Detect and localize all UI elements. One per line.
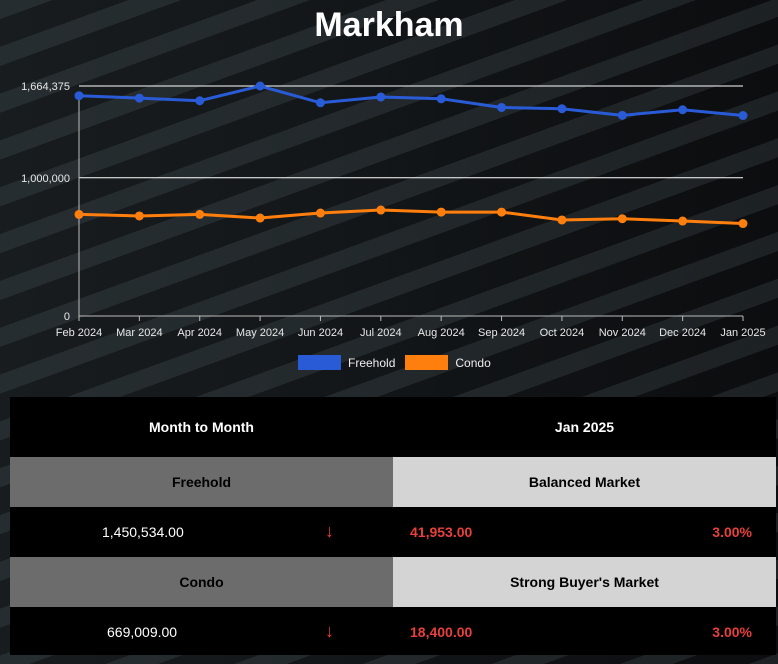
data-point-freehold (315, 98, 325, 108)
data-point-freehold (255, 81, 265, 91)
x-tick-label: Sep 2024 (478, 327, 525, 339)
data-point-freehold (617, 110, 627, 120)
x-tick-label: Aug 2024 (418, 327, 465, 339)
market-table: Month to Month Jan 2025 Freehold Balance… (10, 397, 776, 655)
y-tick-label: 1,664,375 (21, 81, 70, 93)
x-tick-label: Jun 2024 (298, 327, 343, 339)
freehold-change: 41,953.00 (410, 524, 473, 540)
data-point-condo (315, 208, 325, 218)
data-point-condo (557, 215, 567, 225)
x-tick-label: Jan 2025 (720, 327, 765, 339)
x-tick-label: Nov 2024 (599, 327, 646, 339)
data-point-freehold (557, 104, 567, 114)
data-point-condo (195, 209, 205, 219)
x-tick-label: Feb 2024 (56, 327, 102, 339)
condo-value: 669,009.00 (107, 624, 178, 640)
row-label-condo: Condo (10, 557, 393, 607)
x-tick-label: May 2024 (236, 327, 284, 339)
legend-swatch-condo (405, 355, 449, 370)
data-point-freehold (678, 105, 688, 115)
y-tick-label: 1,000,000 (21, 173, 70, 185)
chart-title: Markham (314, 6, 464, 44)
data-point-condo (134, 211, 144, 221)
freehold-percent: 3.00% (712, 524, 752, 540)
arrow-down-icon: ↓ (325, 521, 334, 541)
data-point-condo (436, 207, 446, 217)
condo-change: 18,400.00 (410, 624, 473, 640)
row-label-freehold: Freehold (10, 457, 393, 507)
x-tick-label: Jul 2024 (360, 327, 402, 339)
arrow-down-icon: ↓ (325, 621, 334, 641)
x-tick-label: Mar 2024 (116, 327, 162, 339)
data-point-freehold (74, 91, 84, 101)
header-month-to-month: Month to Month (149, 419, 254, 435)
data-point-condo (678, 216, 688, 226)
data-point-condo (497, 207, 507, 217)
data-point-condo (255, 213, 265, 223)
x-tick-label: Oct 2024 (540, 327, 585, 339)
freehold-value: 1,450,534.00 (102, 524, 184, 540)
data-point-freehold (738, 111, 748, 121)
data-point-condo (376, 205, 386, 215)
data-point-freehold (497, 102, 507, 112)
x-tick-label: Dec 2024 (659, 327, 706, 339)
legend-label-freehold: Freehold (348, 355, 396, 370)
line-chart: 0 1,000,000 1,664,375 Feb 2024 Mar 2024 Apr 2… (21, 81, 766, 339)
data-point-condo (74, 209, 84, 219)
data-point-freehold (436, 94, 446, 104)
data-point-condo (738, 219, 748, 229)
data-point-condo (617, 214, 627, 224)
data-point-freehold (134, 93, 144, 103)
data-point-freehold (195, 96, 205, 106)
x-tick-label: Apr 2024 (177, 327, 222, 339)
market-status-condo: Strong Buyer's Market (393, 557, 776, 607)
series-line-condo (78, 208, 744, 226)
series-line-freehold (78, 84, 744, 118)
header-month: Jan 2025 (554, 419, 615, 435)
data-point-freehold (376, 92, 386, 102)
condo-percent: 3.00% (712, 624, 752, 640)
y-tick-label: 0 (64, 311, 70, 323)
market-status-freehold: Balanced Market (393, 457, 776, 507)
legend: Freehold Condo (298, 355, 491, 370)
legend-swatch-freehold (298, 355, 341, 370)
legend-label-condo: Condo (455, 355, 491, 370)
